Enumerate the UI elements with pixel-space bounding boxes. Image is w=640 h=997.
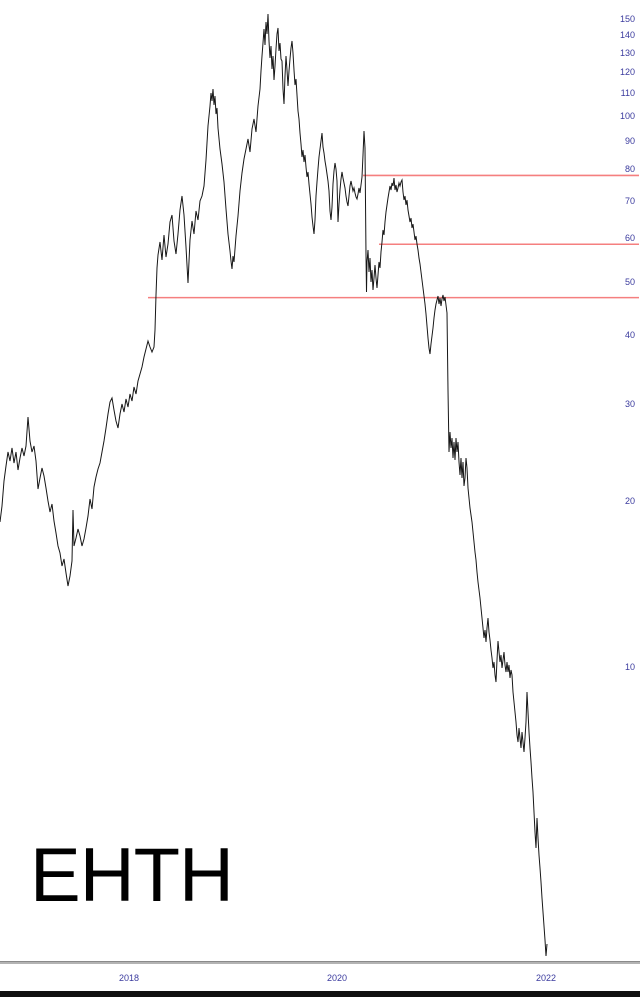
x-axis-baseline: [0, 961, 640, 964]
y-tick-label-130: 130: [619, 48, 635, 59]
x-tick-label-2022: 2022: [535, 973, 557, 983]
y-tick-label-60: 60: [624, 233, 635, 244]
ticker-symbol-label: EHTH: [30, 833, 234, 918]
y-tick-label-10: 10: [624, 662, 635, 672]
y-tick-label-100: 100: [619, 111, 635, 121]
x-tick-label-2018: 2018: [118, 973, 140, 983]
y-tick-label-20: 20: [624, 496, 635, 507]
y-tick-label-110: 110: [620, 88, 635, 99]
y-tick-label-30: 30: [624, 399, 635, 410]
y-tick-label-90: 90: [624, 136, 635, 147]
y-tick-label-50: 50: [624, 276, 635, 287]
y-tick-label-150: 150: [619, 13, 635, 24]
y-tick-label-140: 140: [619, 30, 635, 41]
x-tick-label-2020: 2020: [326, 973, 348, 983]
y-tick-label-80: 80: [624, 164, 635, 175]
y-tick-label-70: 70: [624, 196, 635, 207]
y-tick-label-40: 40: [624, 330, 635, 341]
y-tick-label-120: 120: [619, 67, 635, 78]
price-line-series: [0, 13, 548, 957]
bottom-border-bar: [0, 991, 640, 997]
